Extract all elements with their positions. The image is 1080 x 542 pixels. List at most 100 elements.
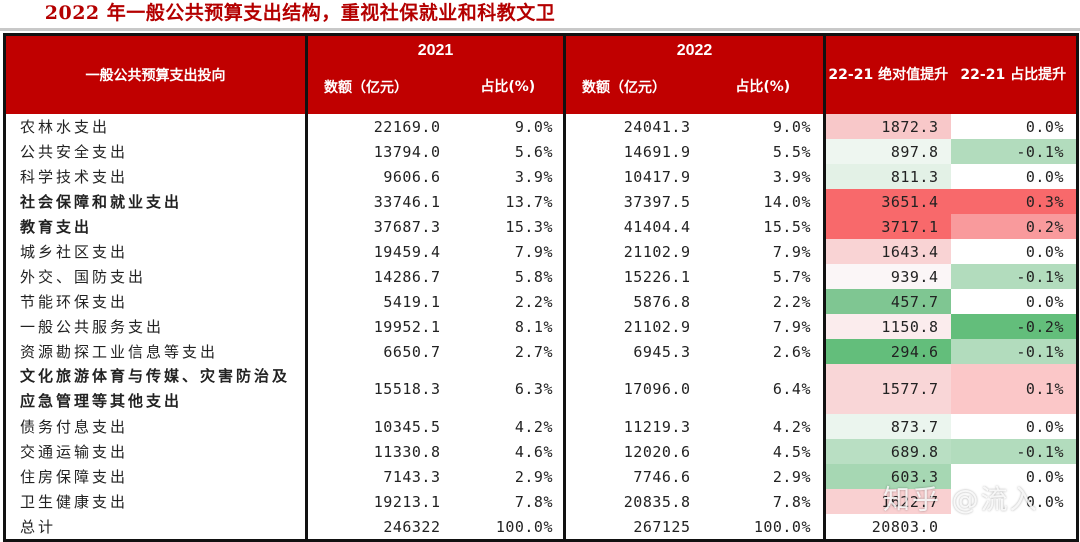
share-change: -0.1% <box>950 339 1079 364</box>
row-category: 农林水支出 <box>3 114 308 139</box>
share-2022: 2.6% <box>702 339 826 364</box>
table-row: 债务付息支出 10345.5 4.2% 11219.3 4.2% 873.7 0.0% <box>3 414 1079 439</box>
table-row: 文化旅游体育与传媒、灾害防治及应急管理等其他支出 15518.3 6.3% 17096… <box>3 364 1079 414</box>
row-category: 科学技术支出 <box>3 164 308 189</box>
row-category: 城乡社区支出 <box>3 239 308 264</box>
share-change <box>950 514 1079 542</box>
amount-2021: 5419.1 <box>383 292 441 311</box>
share-change: 0.2% <box>950 214 1079 239</box>
abs-change: 1872.3 <box>824 114 951 139</box>
row-category: 交通运输支出 <box>3 439 308 464</box>
table-row: 总计 246322 100.0% 267125 100.0% 20803.0 <box>3 514 1079 542</box>
table-row: 科学技术支出 9606.6 3.9% 10417.9 3.9% 811.3 0.0% <box>3 164 1079 189</box>
abs-change: 294.6 <box>824 339 951 364</box>
share-change: 0.0% <box>950 464 1079 489</box>
share-2022: 2.2% <box>702 289 826 314</box>
abs-change: 1622.7 <box>824 489 951 514</box>
amount-2021: 6650.7 <box>383 342 441 361</box>
share-change: 0.1% <box>950 364 1079 414</box>
share-2022: 7.8% <box>702 489 826 514</box>
share-change: -0.1% <box>950 139 1079 164</box>
share-2021: 2.2% <box>452 289 566 314</box>
row-category: 资源勘探工业信息等支出 <box>3 339 308 364</box>
abs-change: 939.4 <box>824 264 951 289</box>
amount-2022: 267125 <box>564 514 703 542</box>
share-change: 0.0% <box>950 114 1079 139</box>
row-category: 一般公共服务支出 <box>3 314 308 339</box>
table-row: 节能环保支出 5419.1 2.2% 5876.8 2.2% 457.7 0.0% <box>3 289 1079 314</box>
row-category: 节能环保支出 <box>3 289 308 314</box>
amount-2022: 10417.9 <box>623 167 691 186</box>
header-year-2021: 2021 <box>306 33 566 60</box>
amount-2021: 37687.3 <box>373 217 441 236</box>
share-change: 0.0% <box>950 414 1079 439</box>
table-row: 城乡社区支出 19459.4 7.9% 21102.9 7.9% 1643.4 0.0% <box>3 239 1079 264</box>
share-2021: 100.0% <box>452 514 566 542</box>
header-share-change: 22-21 占比提升 <box>950 33 1079 114</box>
title-divider <box>0 28 1080 31</box>
abs-change: 689.8 <box>824 439 951 464</box>
amount-2022: 37397.5 <box>623 192 691 211</box>
table-row: 农林水支出 22169.0 9.0% 24041.3 9.0% 1872.3 0.0% <box>3 114 1079 139</box>
share-change: 0.0% <box>950 164 1079 189</box>
abs-change: 20803.0 <box>824 514 951 542</box>
share-2021: 7.9% <box>452 239 566 264</box>
share-2021: 2.9% <box>452 464 566 489</box>
share-2022: 15.5% <box>702 214 826 239</box>
amount-2021: 15518.3 <box>373 380 441 398</box>
amount-2022: 6945.3 <box>633 342 691 361</box>
row-category: 社会保障和就业支出 <box>3 189 308 214</box>
share-change: -0.1% <box>950 264 1079 289</box>
amount-2021: 33746.1 <box>373 192 441 211</box>
header-2021-amount: 数额（亿元） <box>306 60 453 114</box>
share-2021: 5.8% <box>452 264 566 289</box>
abs-change: 873.7 <box>824 414 951 439</box>
abs-change: 3651.4 <box>824 189 951 214</box>
abs-change: 897.8 <box>824 139 951 164</box>
amount-2022: 5876.8 <box>633 292 691 311</box>
amount-2021: 19213.1 <box>373 492 441 511</box>
share-2021: 7.8% <box>452 489 566 514</box>
amount-2021: 22169.0 <box>373 117 441 136</box>
zhihu-watermark: 知乎 @流入 <box>883 485 1039 516</box>
amount-2021: 14286.7 <box>373 267 441 286</box>
abs-change: 811.3 <box>824 164 951 189</box>
share-2022: 7.9% <box>702 239 826 264</box>
table-row: 住房保障支出 7143.3 2.9% 7746.6 2.9% 603.3 0.0% <box>3 464 1079 489</box>
abs-change: 457.7 <box>824 289 951 314</box>
table-row: 一般公共服务支出 19952.1 8.1% 21102.9 7.9% 1150.8 -0.2… <box>3 314 1079 339</box>
row-category: 卫生健康支出 <box>3 489 308 514</box>
share-2022: 6.4% <box>702 364 826 414</box>
amount-2022: 15226.1 <box>623 267 691 286</box>
share-change: 0.3% <box>950 189 1079 214</box>
table-row: 公共安全支出 13794.0 5.6% 14691.9 5.5% 897.8 -0.1% <box>3 139 1079 164</box>
share-2022: 4.5% <box>702 439 826 464</box>
amount-2021: 19952.1 <box>373 317 441 336</box>
share-2021: 2.7% <box>452 339 566 364</box>
share-change: 0.0% <box>950 239 1079 264</box>
amount-2022: 17096.0 <box>623 380 691 398</box>
share-change: 0.0% <box>950 489 1079 514</box>
share-change: -0.1% <box>950 439 1079 464</box>
share-2022: 100.0% <box>702 514 826 542</box>
header-2022-share: 占比(%) <box>702 60 826 114</box>
row-category: 文化旅游体育与传媒、灾害防治及应急管理等其他支出 <box>3 364 308 414</box>
amount-2021: 9606.6 <box>383 167 441 186</box>
abs-change: 1150.8 <box>824 314 951 339</box>
share-2022: 4.2% <box>702 414 826 439</box>
share-2022: 7.9% <box>702 314 826 339</box>
amount-2022: 14691.9 <box>623 142 691 161</box>
amount-2022: 24041.3 <box>623 117 691 136</box>
share-change: 0.0% <box>950 289 1079 314</box>
amount-2022: 21102.9 <box>623 317 691 336</box>
budget-table: 一般公共预算支出投向 2021 2022 22-21 绝对值提升 22-21 占… <box>3 33 1079 542</box>
row-category: 教育支出 <box>3 214 308 239</box>
amount-2022: 20835.8 <box>623 492 691 511</box>
share-2022: 5.5% <box>702 139 826 164</box>
abs-change: 3717.1 <box>824 214 951 239</box>
row-category: 总计 <box>3 514 308 542</box>
row-category: 住房保障支出 <box>3 464 308 489</box>
amount-2021: 10345.5 <box>373 417 441 436</box>
share-2022: 3.9% <box>702 164 826 189</box>
header-category: 一般公共预算支出投向 <box>3 33 308 114</box>
